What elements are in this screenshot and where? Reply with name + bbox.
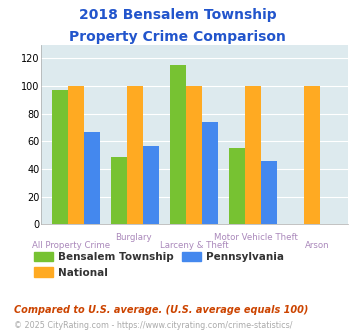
Text: Motor Vehicle Theft: Motor Vehicle Theft [214,233,298,242]
Text: Compared to U.S. average. (U.S. average equals 100): Compared to U.S. average. (U.S. average … [14,305,308,315]
Text: All Property Crime: All Property Crime [32,241,111,250]
Bar [261,161,277,224]
Bar [127,86,143,224]
Bar [84,132,100,224]
Text: © 2025 CityRating.com - https://www.cityrating.com/crime-statistics/: © 2025 CityRating.com - https://www.city… [14,321,293,330]
Bar [68,86,84,224]
Text: Property Crime Comparison: Property Crime Comparison [69,30,286,44]
Text: Burglary: Burglary [115,233,151,242]
Bar [143,146,159,224]
Text: 2018 Bensalem Township: 2018 Bensalem Township [79,8,276,22]
Legend: Bensalem Township, National, Pennsylvania: Bensalem Township, National, Pennsylvani… [30,248,288,282]
Text: Larceny & Theft: Larceny & Theft [160,241,229,250]
Bar [245,86,261,224]
Bar [202,122,218,224]
Bar [305,86,321,224]
Bar [52,90,68,224]
Bar [229,148,245,224]
Bar [186,86,202,224]
Bar [111,157,127,224]
Text: Arson: Arson [305,241,329,250]
Bar [170,65,186,224]
